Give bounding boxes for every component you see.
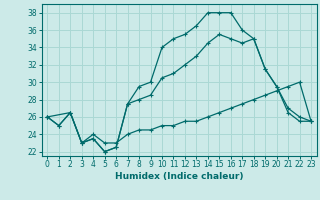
X-axis label: Humidex (Indice chaleur): Humidex (Indice chaleur) [115,172,244,181]
